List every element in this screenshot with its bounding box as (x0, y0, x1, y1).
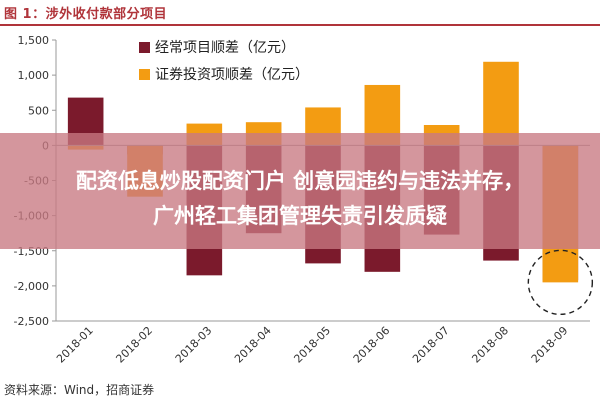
y-tick-label: 1,500 (18, 34, 50, 47)
y-tick-label: -2,000 (14, 280, 49, 293)
y-tick-label: 500 (28, 104, 49, 117)
x-tick-label: 2018-03 (173, 324, 215, 366)
figure-title: 图 1：涉外收付款部分项目 (4, 7, 168, 22)
x-tick-label: 2018-08 (469, 324, 511, 366)
x-tick-label: 2018-06 (351, 324, 393, 366)
legend-label: 证券投资项顺差（亿元） (155, 67, 309, 83)
title-bar: 图 1：涉外收付款部分项目 (0, 0, 600, 24)
source-note: 资料来源：Wind，招商证券 (4, 383, 155, 397)
y-tick-label: 1,000 (18, 69, 50, 82)
legend-swatch (139, 42, 150, 53)
legend-label: 经常项目顺差（亿元） (155, 40, 295, 56)
x-tick-label: 2018-02 (113, 324, 155, 366)
overlay-headline-line-2: 广州轻工集团管理失责引发质疑 (153, 204, 447, 228)
x-tick-label: 2018-04 (232, 324, 274, 366)
highlight-circle (527, 249, 594, 316)
legend-swatch (139, 69, 150, 80)
bar-securities-2018-08 (483, 61, 519, 146)
overlay-banner (0, 133, 600, 249)
x-tick-label: 2018-01 (54, 324, 96, 366)
x-tick-label: 2018-05 (291, 324, 333, 366)
x-tick-label: 2018-07 (410, 324, 452, 366)
overlay-headline-line-1: 配资低息炒股配资门户 创意园违约与违法并存， (75, 169, 525, 193)
x-tick-label: 2018-09 (529, 324, 571, 366)
title-rule (0, 24, 600, 26)
y-tick-label: -2,500 (14, 315, 49, 328)
